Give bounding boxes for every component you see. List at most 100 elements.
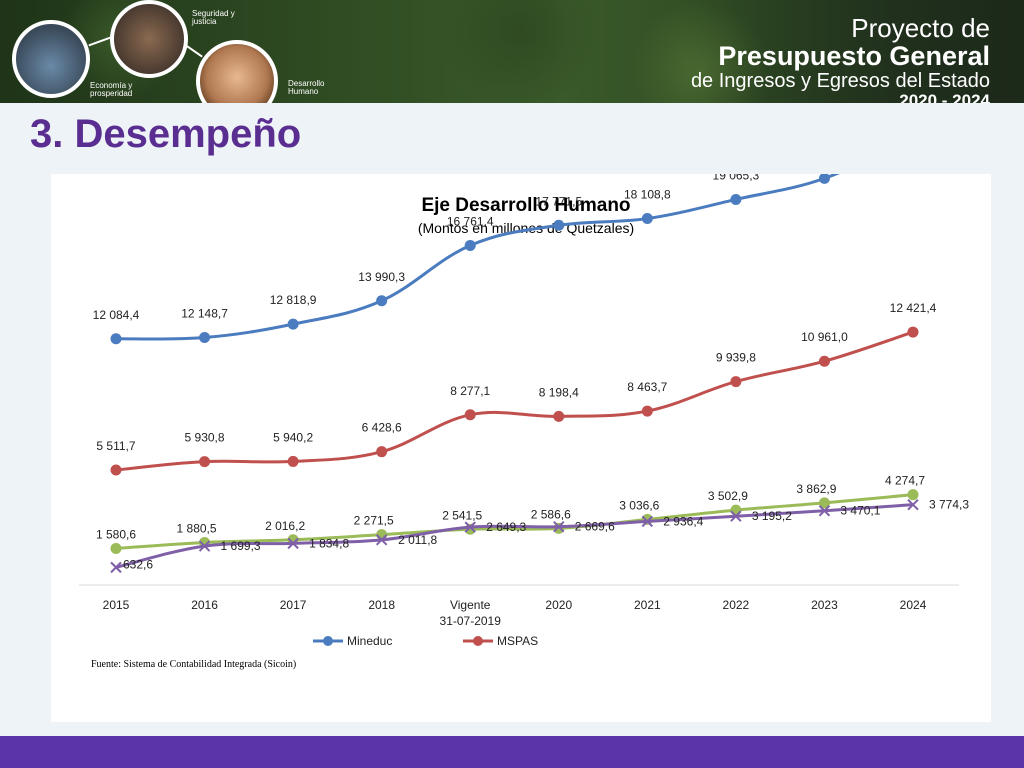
data-point [553,522,565,534]
data-label: 1 699,3 [221,539,261,553]
data-point [376,446,388,458]
legend-item-mspas: MSPAS [463,634,538,648]
project-line-3: de Ingresos y Egresos del Estado [690,70,990,92]
data-label: 5 511,7 [96,439,135,453]
data-point [110,333,122,345]
road-photo-circle [12,20,90,98]
header-banner: Seguridad y justicia Economía y prosperi… [0,0,1024,103]
data-label: 12 084,4 [93,308,140,322]
banner-label-economy: Economía y prosperidad [90,81,133,98]
data-label: 19 065,3 [713,174,760,182]
data-label: 16 761,4 [447,214,494,228]
line-chart: Eje Desarrollo Humano (Montos en millone… [79,106,969,670]
data-point [464,409,476,421]
data-label: 4 274,7 [885,474,925,488]
data-label: 8 463,7 [627,380,667,394]
child-photo-circle [196,40,278,103]
data-label: 2 011,8 [398,533,437,547]
series-mspas: 5 511,7 5 930,8 5 940,2 6 428,6 8 277,1 8 198… [96,301,937,476]
data-label: 18 108,8 [624,188,671,202]
series-line [115,330,914,472]
data-point [730,510,742,522]
series-mineduc: 12 084,4 12 148,7 12 818,9 13 990,3 16 761,4… [93,106,937,345]
data-point [641,513,653,525]
data-label: 10 961,0 [801,330,848,344]
data-point [553,219,565,231]
data-point [287,455,299,467]
data-point [110,561,122,574]
data-label: 2 669,6 [575,520,615,534]
data-label: 5 940,2 [273,430,313,444]
x-tick-label: 2022 [723,598,750,612]
data-label: 17 771,5 [535,194,582,208]
data-point [110,542,122,554]
data-label: 6 428,6 [362,421,402,435]
data-label: 1 880,5 [177,521,217,535]
project-line-2: Presupuesto General [718,41,990,71]
chart-panel: Eje Desarrollo Humano (Montos en millone… [51,106,991,722]
data-label: 8 198,4 [539,385,579,399]
x-tick-label: 2024 [900,598,927,612]
data-point [376,295,388,307]
data-point [730,376,742,388]
data-label: 3 862,9 [796,482,836,496]
data-point [641,515,654,528]
data-label: 2 649,3 [486,520,526,534]
data-point [375,534,388,546]
data-label: 2 541,5 [442,508,482,522]
data-label: 2 271,5 [354,514,394,528]
data-point [464,239,476,251]
x-tick-label: 2015 [103,598,130,612]
chart-title: Eje Desarrollo Humano [421,195,630,216]
data-point [907,498,919,511]
data-point [199,456,211,468]
data-label: 3 195,2 [752,509,792,523]
data-label: 3 502,9 [708,489,748,503]
x-tick-label: 2023 [811,598,838,612]
data-label: 3 036,6 [619,498,659,512]
data-label: 12 148,7 [181,307,228,321]
data-point [553,410,565,422]
data-point [818,172,830,184]
data-point [464,521,476,533]
source-note: Fuente: Sistema de Contabilidad Integrad… [91,659,296,670]
x-tick-label: 2016 [191,598,218,612]
data-label: 12 421,4 [890,301,937,315]
data-point [907,489,919,501]
data-point [818,355,830,367]
data-point [818,497,830,509]
project-heading: Proyecto de Presupuesto General de Ingre… [691,14,990,103]
data-label: 632,6 [123,557,153,571]
data-point [730,193,742,205]
banner-label-human: Desarrollo Humano [288,79,325,96]
data-label: 8 277,1 [450,384,490,398]
series-unlabeled-3: 632,6 1 699,3 1 834,8 2 011,8 2 649,3 2 669,6… [110,498,969,574]
legend-label: Mineduc [347,634,392,648]
legend: Mineduc MSPAS [313,634,538,648]
series-unlabeled-2: 1 580,6 1 880,5 2 016,2 2 271,5 2 541,5 2 586… [96,474,925,554]
legend-label: MSPAS [497,634,538,648]
legend-marker [323,636,333,646]
legend-item-mineduc: Mineduc [313,634,392,648]
series-line [115,493,914,550]
data-label: 13 990,3 [358,270,405,284]
data-point [287,318,299,330]
data-label: 3 774,3 [929,498,969,512]
data-label: 3 470,1 [840,504,880,518]
x-tick-label: 2020 [545,598,572,612]
data-label: 2 936,4 [663,514,703,528]
footer-bar [0,736,1024,768]
project-line-1: Proyecto de [851,13,990,43]
data-point [907,326,919,338]
data-point [641,405,653,417]
police-photo-circle [110,0,188,78]
project-line-4: 2020 - 2024 [899,91,990,104]
x-tick-label: Vigente 31-07-2019 [440,598,502,628]
data-point [287,537,299,550]
data-point [198,540,211,552]
data-point [553,521,565,533]
data-label: 2 586,6 [531,507,571,521]
data-point [199,332,211,344]
banner-label-security: Seguridad y justicia [192,9,235,26]
connector-line [185,44,203,58]
